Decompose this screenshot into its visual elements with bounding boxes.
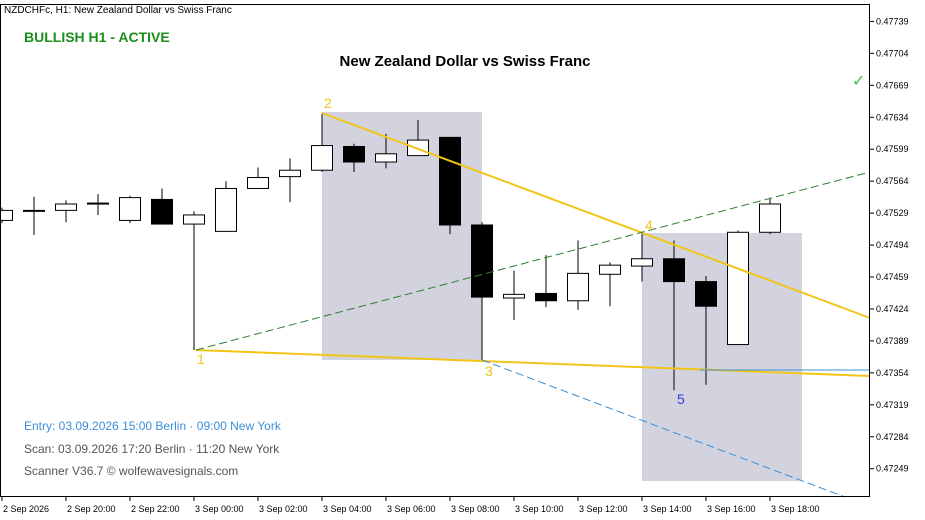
candle-body xyxy=(503,293,525,299)
candle-body xyxy=(0,209,13,221)
x-tick-label: 3 Sep 14:00 xyxy=(643,504,692,514)
version-info: Scanner V36.7 © wolfewavesignals.com xyxy=(24,464,238,478)
candle-body xyxy=(439,136,461,226)
projection-line xyxy=(481,359,846,498)
candle-body xyxy=(567,272,589,302)
scan-info: Scan: 03.09.2026 17:20 Berlin · 11:20 Ne… xyxy=(24,442,280,456)
candle-body xyxy=(631,258,653,267)
candle-body xyxy=(599,264,621,275)
y-tick-label: 0.47389 xyxy=(876,336,909,346)
candle-body xyxy=(727,231,749,346)
y-tick-label: 0.47529 xyxy=(876,208,909,218)
candle-body xyxy=(663,258,685,283)
x-tick-label: 3 Sep 16:00 xyxy=(707,504,756,514)
x-tick-label: 2 Sep 2026 xyxy=(3,504,49,514)
entry-info: Entry: 03.09.2026 15:00 Berlin · 09:00 N… xyxy=(24,419,282,433)
x-tick-label: 3 Sep 06:00 xyxy=(387,504,436,514)
y-tick-label: 0.47634 xyxy=(876,112,909,122)
x-tick-label: 3 Sep 02:00 xyxy=(259,504,308,514)
y-tick-label: 0.47494 xyxy=(876,240,909,250)
candle-body xyxy=(311,145,333,171)
y-tick-label: 0.47249 xyxy=(876,464,909,474)
y-tick-label: 0.47424 xyxy=(876,304,909,314)
x-tick-label: 3 Sep 04:00 xyxy=(323,504,372,514)
x-tick-label: 3 Sep 08:00 xyxy=(451,504,500,514)
y-tick-label: 0.47599 xyxy=(876,144,909,154)
candle-body xyxy=(151,198,173,225)
candle-body xyxy=(279,169,301,178)
candle-body xyxy=(87,202,109,205)
x-tick-label: 3 Sep 00:00 xyxy=(195,504,244,514)
y-tick-label: 0.47564 xyxy=(876,176,909,186)
target-line xyxy=(195,171,871,351)
candle-body xyxy=(471,224,493,298)
x-tick-label: 3 Sep 10:00 xyxy=(515,504,564,514)
candle-body xyxy=(535,292,557,302)
x-tick-label: 2 Sep 20:00 xyxy=(67,504,116,514)
wave-label: 2 xyxy=(324,95,332,111)
check-mark: ✓ xyxy=(852,73,865,90)
wave-line xyxy=(321,112,871,319)
x-tick-label: 3 Sep 12:00 xyxy=(579,504,628,514)
x-tick-label: 3 Sep 18:00 xyxy=(771,504,820,514)
candle-body xyxy=(215,187,237,232)
y-tick-label: 0.47739 xyxy=(876,16,909,26)
chart-title: New Zealand Dollar vs Swiss Franc xyxy=(340,53,591,70)
wave-label: 5 xyxy=(677,391,685,407)
y-tick-label: 0.47669 xyxy=(876,80,909,90)
y-tick-label: 0.47354 xyxy=(876,368,909,378)
wave-line xyxy=(195,349,871,377)
candle-body xyxy=(343,145,365,163)
candle-body xyxy=(23,209,45,212)
symbol-label: NZDCHFc, H1: New Zealand Dollar vs Swiss… xyxy=(4,5,232,16)
y-tick-label: 0.47319 xyxy=(876,400,909,410)
y-tick-label: 0.47459 xyxy=(876,272,909,282)
wave-label: 3 xyxy=(485,363,493,379)
candle-body xyxy=(375,153,397,163)
candle-body xyxy=(183,214,205,225)
y-tick-label: 0.47284 xyxy=(876,432,909,442)
candle-body xyxy=(119,197,141,221)
plot-frame xyxy=(0,4,870,497)
y-tick-label: 0.47704 xyxy=(876,48,909,58)
wave-label: 1 xyxy=(197,351,205,367)
candles xyxy=(0,113,781,391)
wave-label: 4 xyxy=(645,217,653,233)
candle-body xyxy=(55,203,77,211)
x-tick-label: 2 Sep 22:00 xyxy=(131,504,180,514)
candle-body xyxy=(695,281,717,307)
candle-body xyxy=(247,177,269,189)
status-label: BULLISH H1 - ACTIVE xyxy=(24,29,170,45)
candle-body xyxy=(759,203,781,233)
